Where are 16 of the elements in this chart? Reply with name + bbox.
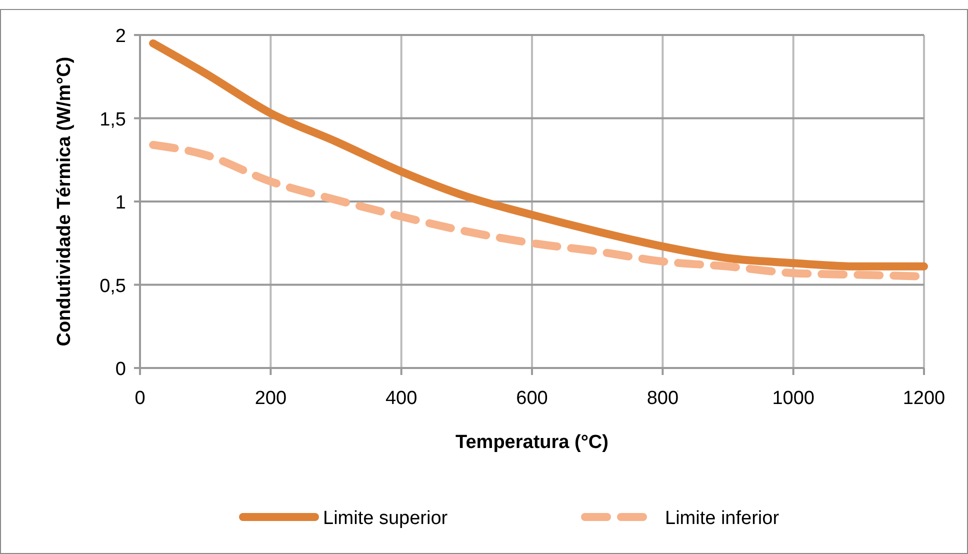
y-tick-label: 1 [115,192,126,214]
x-tick-label: 800 [646,388,679,409]
y-axis-title: Condutividade Térmica (W/m°C) [54,56,75,346]
y-tick-label: 1,5 [100,109,126,130]
y-tick-label: 0,5 [100,276,126,297]
x-tick-label: 600 [516,388,548,409]
legend-label: Limite inferior [665,508,780,529]
x-tick-label: 0 [134,388,146,409]
x-axis-title: Temperatura (°C) [456,432,608,453]
x-tick-label: 400 [385,388,418,409]
y-tick-label: 0 [115,359,126,380]
legend-label: Limite superior [323,508,448,529]
x-tick-label: 1000 [772,388,814,409]
x-tick-label: 1200 [902,388,946,409]
x-tick-label: 200 [254,388,287,409]
y-tick-label: 2 [115,26,126,47]
